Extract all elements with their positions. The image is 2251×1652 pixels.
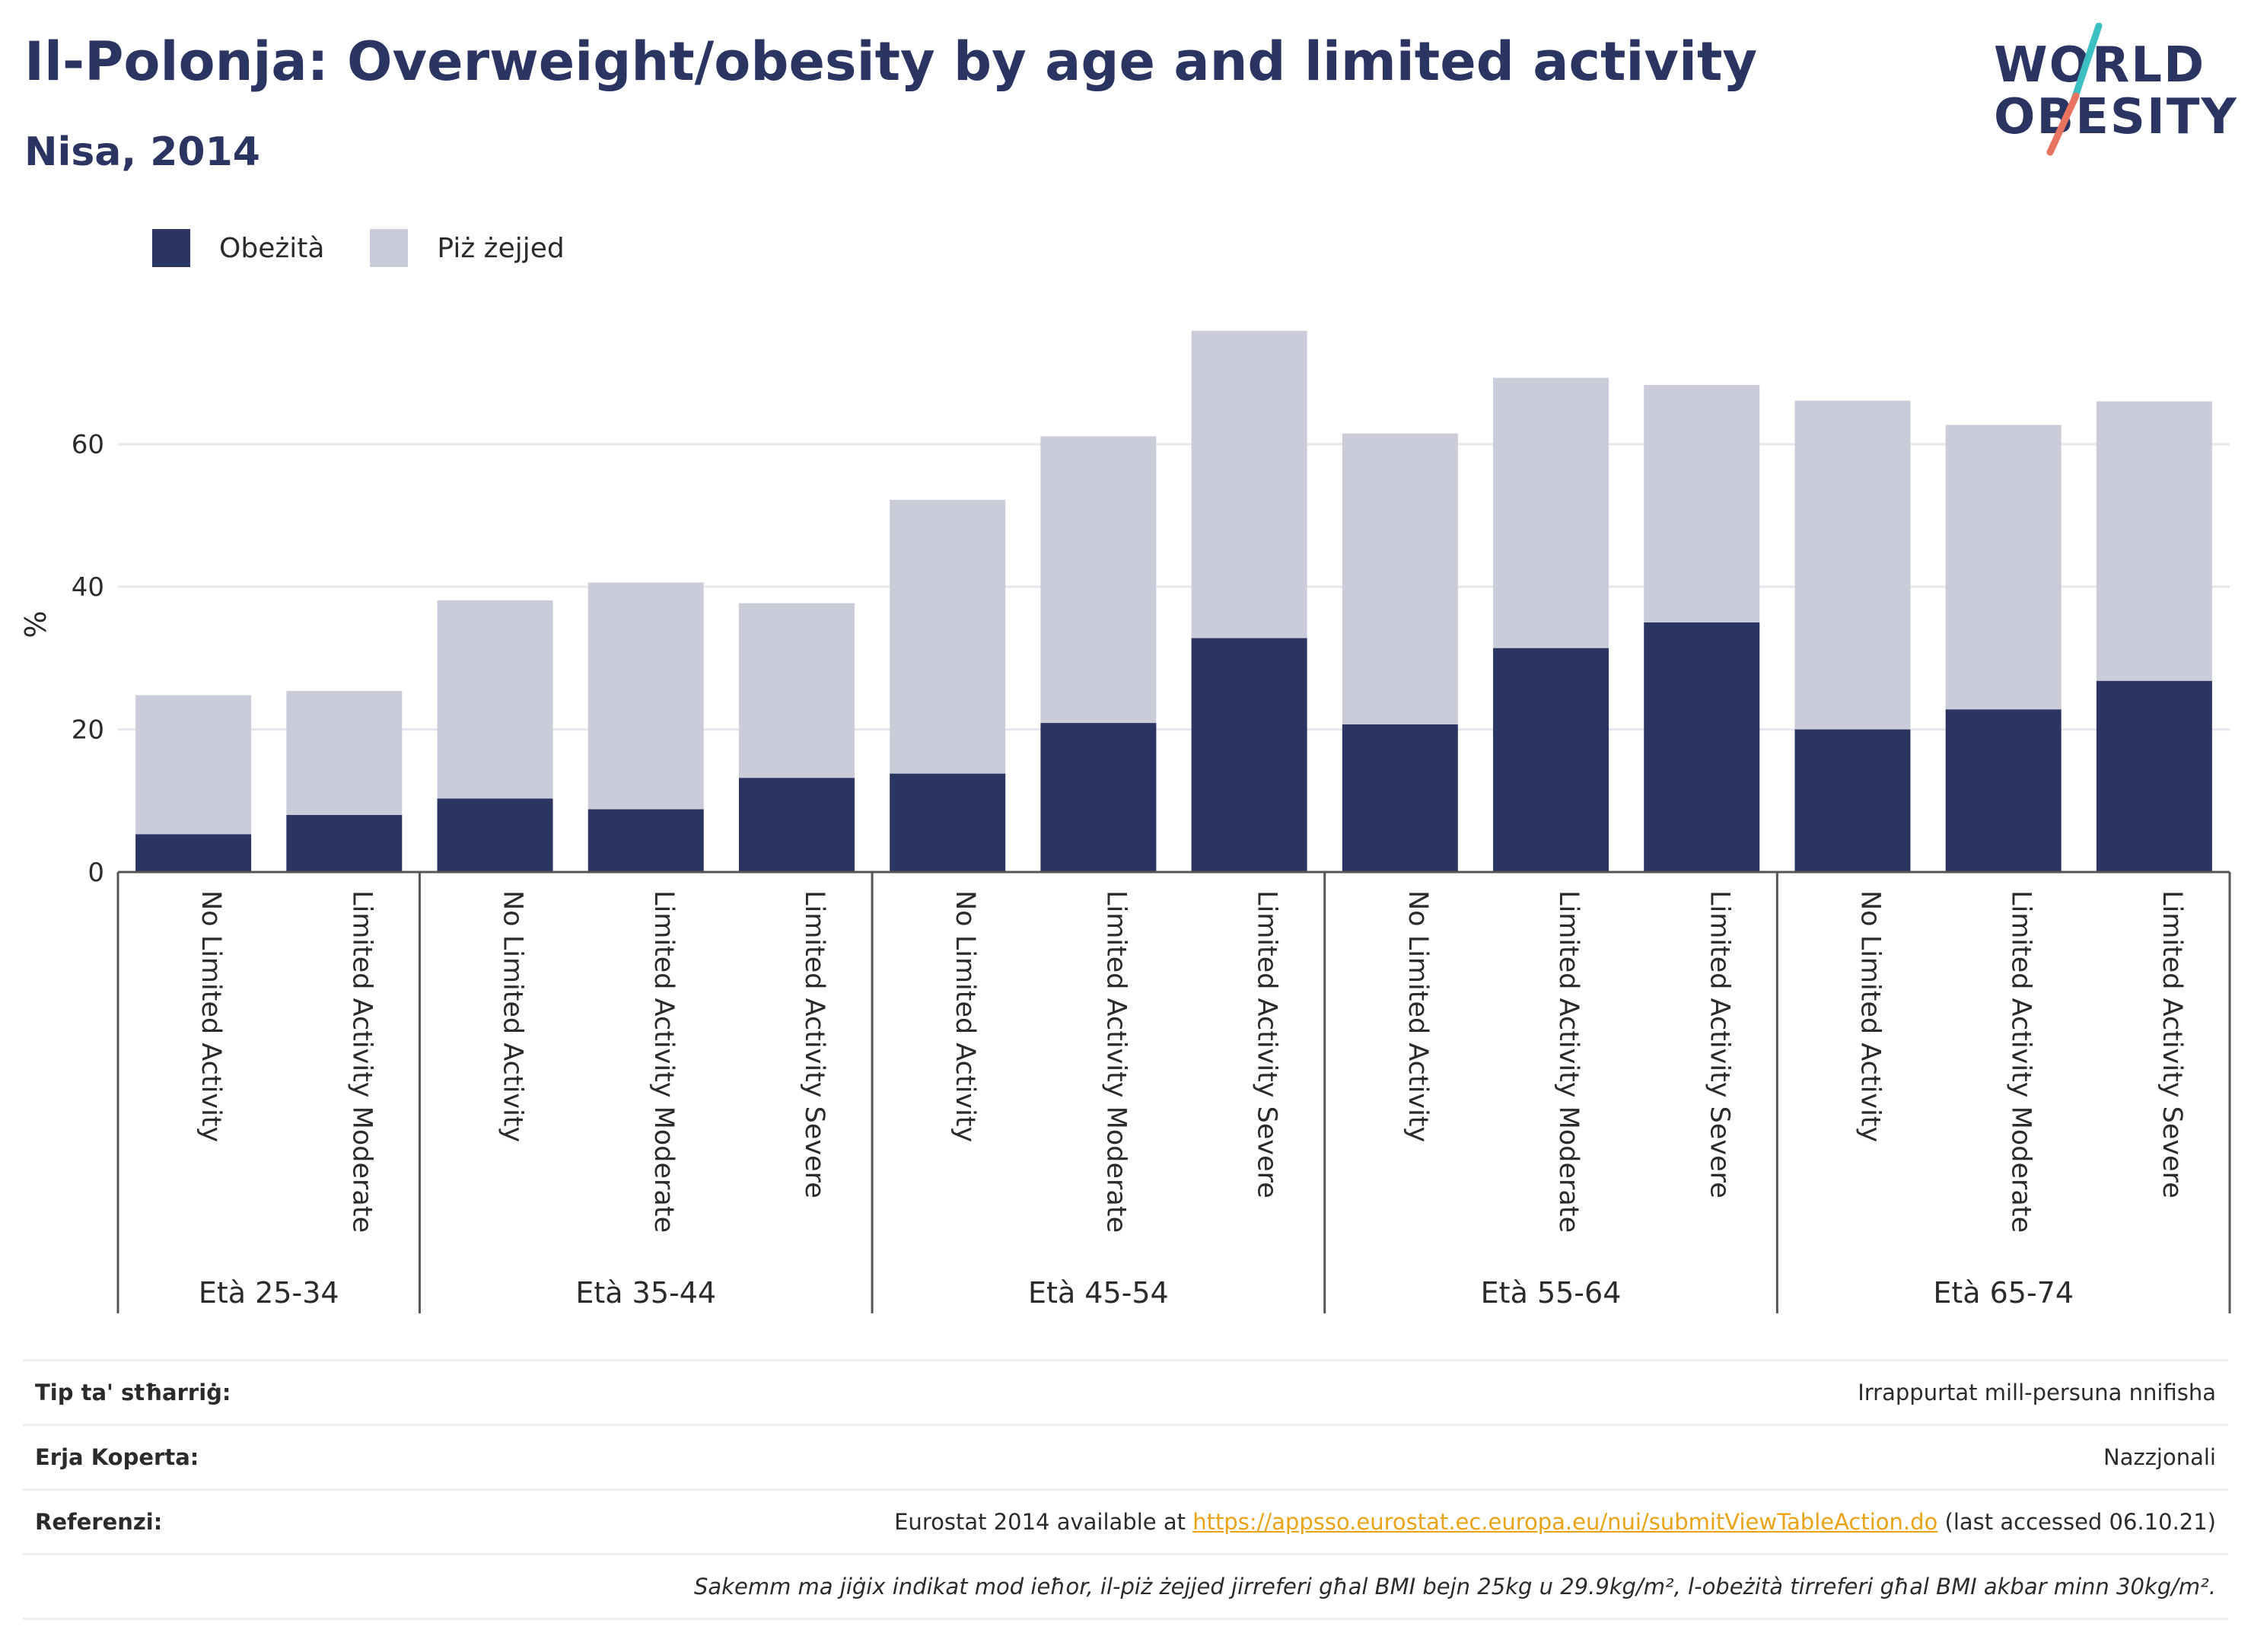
bar-overweight (1191, 330, 1307, 638)
legend-label-overweight: Piż żejjed (437, 232, 565, 264)
info-row-survey-type: Tip ta' stħarriġ: Irrappurtat mill-persu… (23, 1359, 2228, 1424)
bar-overweight (1040, 436, 1157, 724)
category-label: Limited Activity Moderate (1553, 890, 1584, 1233)
category-label: Limited Activity Severe (799, 890, 829, 1198)
bar-overweight (2096, 401, 2212, 681)
bar-obesity (437, 798, 553, 872)
group-label: Età 25-34 (199, 1276, 339, 1310)
reference-prefix: Eurostat 2014 available at (894, 1509, 1193, 1535)
reference-link[interactable]: https://appsso.eurostat.ec.europa.eu/nui… (1192, 1509, 1938, 1535)
bar-overweight (437, 600, 553, 799)
stacked-bar-chart: 0 20 40 60% No Limited Activity Limited Activ… (19, 330, 2231, 1313)
bar-overweight (738, 603, 855, 778)
info-row-area: Erja Koperta: Nazzjonali (23, 1424, 2228, 1488)
info-row-note: Sakemm ma jiġix indikat mod ieħor, il-pi… (23, 1553, 2228, 1620)
category-label: Limited Activity Severe (1704, 890, 1734, 1198)
bar-obesity (890, 773, 1006, 872)
bar-overweight (1945, 425, 2062, 710)
group-label: Età 45-54 (1028, 1276, 1169, 1310)
bar-overweight (890, 499, 1006, 774)
bar-overweight (1644, 384, 1760, 622)
logo-word-world: WORLD (1994, 37, 2206, 94)
info-key: Tip ta' stħarriġ: (35, 1380, 231, 1405)
category-label: Limited Activity Moderate (648, 890, 679, 1233)
y-tick-label: 60 (72, 430, 104, 460)
category-label: No Limited Activity (196, 890, 226, 1142)
bar-obesity (1945, 709, 2062, 872)
y-tick-label: 0 (88, 858, 104, 888)
logo-slash-icon (2046, 23, 2103, 156)
bar-obesity (1644, 622, 1760, 872)
category-label: No Limited Activity (950, 890, 980, 1142)
bar-obesity (738, 778, 855, 872)
legend-label-obesity: Obeżità (219, 232, 325, 264)
world-obesity-logo: WORLD OBESITY (1979, 23, 2237, 160)
bar-overweight (587, 582, 704, 810)
bar-overweight (1493, 377, 1609, 648)
info-key: Referenzi: (35, 1509, 163, 1535)
category-label: Limited Activity Moderate (2006, 890, 2036, 1233)
logo-word-obesity: OBESITY (1994, 89, 2238, 145)
bar-obesity (1191, 638, 1307, 872)
info-value: Eurostat 2014 available at https://appss… (894, 1509, 2228, 1535)
category-label: Limited Activity Severe (1252, 890, 1282, 1198)
bar-obesity (1342, 724, 1458, 872)
bar-overweight (135, 695, 252, 835)
legend-item-obesity: Obeżità (152, 229, 324, 267)
group-label: Età 65-74 (1933, 1276, 2074, 1310)
bar-obesity (1493, 648, 1609, 872)
bar-obesity (2096, 680, 2212, 872)
bar-obesity (286, 815, 403, 872)
y-axis-label: % (19, 610, 53, 638)
group-label: Età 55-64 (1481, 1276, 1622, 1310)
category-label: Limited Activity Severe (2157, 890, 2187, 1198)
bar-overweight (286, 690, 403, 816)
legend-swatch-obesity (152, 229, 190, 267)
category-label: No Limited Activity (1855, 890, 1885, 1142)
category-label: Limited Activity Moderate (346, 890, 377, 1233)
bar-obesity (1040, 723, 1157, 872)
legend-item-overweight: Piż żejjed (370, 229, 565, 267)
group-label: Età 35-44 (575, 1276, 716, 1310)
y-tick-label: 40 (72, 572, 104, 603)
category-label: No Limited Activity (498, 890, 528, 1142)
page-subtitle: Nisa, 2014 (24, 129, 260, 175)
chart-legend: Obeżità Piż żejjed (152, 225, 610, 271)
category-label: Limited Activity Moderate (1100, 890, 1131, 1233)
bar-overweight (1342, 433, 1458, 725)
info-value: Irrappurtat mill-persuna nnifisha (1858, 1380, 2216, 1405)
legend-swatch-overweight (370, 229, 409, 267)
bar-overweight (1794, 400, 1911, 730)
y-tick-label: 20 (72, 715, 104, 746)
category-label: No Limited Activity (1402, 890, 1433, 1142)
reference-suffix: (last accessed 06.10.21) (1937, 1509, 2217, 1535)
info-value: Nazzjonali (2103, 1444, 2216, 1470)
definition-note: Sakemm ma jiġix indikat mod ieħor, il-pi… (694, 1574, 2216, 1599)
info-row-references: Referenzi: Eurostat 2014 available at ht… (23, 1488, 2228, 1553)
info-key: Erja Koperta: (35, 1444, 199, 1470)
bar-obesity (135, 834, 252, 872)
info-table: Tip ta' stħarriġ: Irrappurtat mill-persu… (23, 1359, 2228, 1620)
bar-obesity (587, 809, 704, 872)
bar-obesity (1794, 729, 1911, 872)
page-title: Il-Polonja: Overweight/obesity by age an… (24, 30, 1758, 93)
